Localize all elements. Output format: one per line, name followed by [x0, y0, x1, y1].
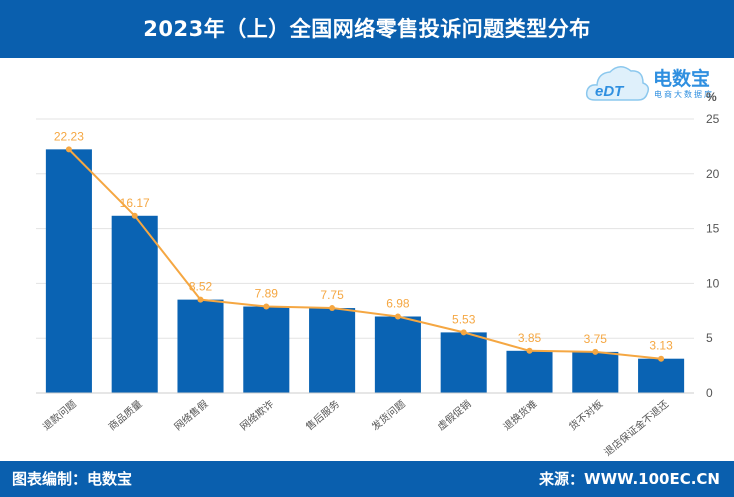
line-point: [197, 296, 204, 303]
logo: eDT 电数宝 电商大数据库: [583, 60, 723, 106]
bar: [309, 308, 356, 393]
line-point: [460, 329, 467, 336]
bars: [45, 149, 685, 393]
y-tick-label: 10: [706, 276, 720, 290]
bar: [506, 350, 553, 393]
footer-bar: 图表编制：电数宝 来源：WWW.100EC.CN: [0, 461, 734, 497]
x-tick-label: 网络欺诈: [237, 397, 276, 433]
bar: [638, 358, 685, 393]
bar: [111, 215, 158, 393]
line-point: [131, 212, 138, 219]
chart-area: 22.23 16.17 8.52 7.89 7.75 6.98 5.53 3.85 3.75 3.…: [36, 90, 720, 459]
line-point: [263, 303, 270, 310]
trend-line: [65, 146, 665, 362]
chart-title: 2023年（上）全国网络零售投诉问题类型分布: [143, 17, 591, 41]
y-tick-label: 5: [706, 331, 713, 345]
x-tick-label: 虚假促销: [435, 397, 474, 433]
data-labels: 22.23 16.17 8.52 7.89 7.75 6.98 5.53 3.85 3.75 3.…: [54, 129, 673, 352]
data-label: 22.23: [54, 129, 84, 143]
logo-brand: 电数宝: [653, 68, 711, 90]
line-point: [526, 347, 533, 354]
footer-credit: 图表编制：电数宝: [12, 470, 133, 488]
x-tick-label: 退换货难: [500, 397, 539, 433]
data-label: 5.53: [452, 312, 476, 326]
data-label: 7.89: [255, 287, 279, 301]
cloud-logo-icon: eDT: [585, 66, 650, 101]
line-point: [65, 146, 72, 153]
x-tick-label: 退店保证金不退还: [601, 397, 671, 458]
bar: [45, 149, 92, 393]
y-axis-unit: %: [706, 90, 717, 104]
data-label: 6.98: [386, 296, 410, 310]
y-tick-label: 20: [706, 167, 720, 181]
line-point: [658, 355, 665, 362]
data-label: 16.17: [120, 196, 150, 210]
bar: [177, 299, 224, 393]
data-label: 7.75: [320, 288, 344, 302]
footer-source: 来源：WWW.100EC.CN: [539, 470, 720, 488]
x-tick-label: 发货问题: [369, 397, 408, 433]
bar: [572, 351, 619, 393]
data-label: 3.75: [584, 332, 608, 346]
bar: [243, 306, 290, 393]
line-point: [592, 348, 599, 355]
y-tick-label: 15: [706, 222, 720, 236]
line-series-path: [68, 148, 662, 360]
data-label: 8.52: [189, 280, 213, 294]
data-label: 3.85: [518, 331, 542, 345]
bar: [440, 332, 487, 393]
bar: [374, 316, 421, 393]
logo-mark: eDT: [595, 83, 625, 100]
x-tick-label: 网络售假: [171, 397, 210, 433]
logo-subtitle: 电商大数据库: [654, 90, 714, 99]
data-label: 3.13: [649, 339, 673, 353]
y-tick-label: 0: [706, 386, 713, 400]
line-point: [394, 313, 401, 320]
x-tick-label: 售后服务: [303, 397, 342, 433]
x-tick-label: 退款问题: [40, 397, 79, 433]
line-point: [329, 305, 336, 312]
title-bar: 2023年（上）全国网络零售投诉问题类型分布: [0, 0, 734, 58]
x-tick-label: 商品质量: [106, 397, 145, 433]
x-tick-label: 货不对板: [566, 397, 605, 433]
y-tick-label: 25: [706, 112, 720, 126]
